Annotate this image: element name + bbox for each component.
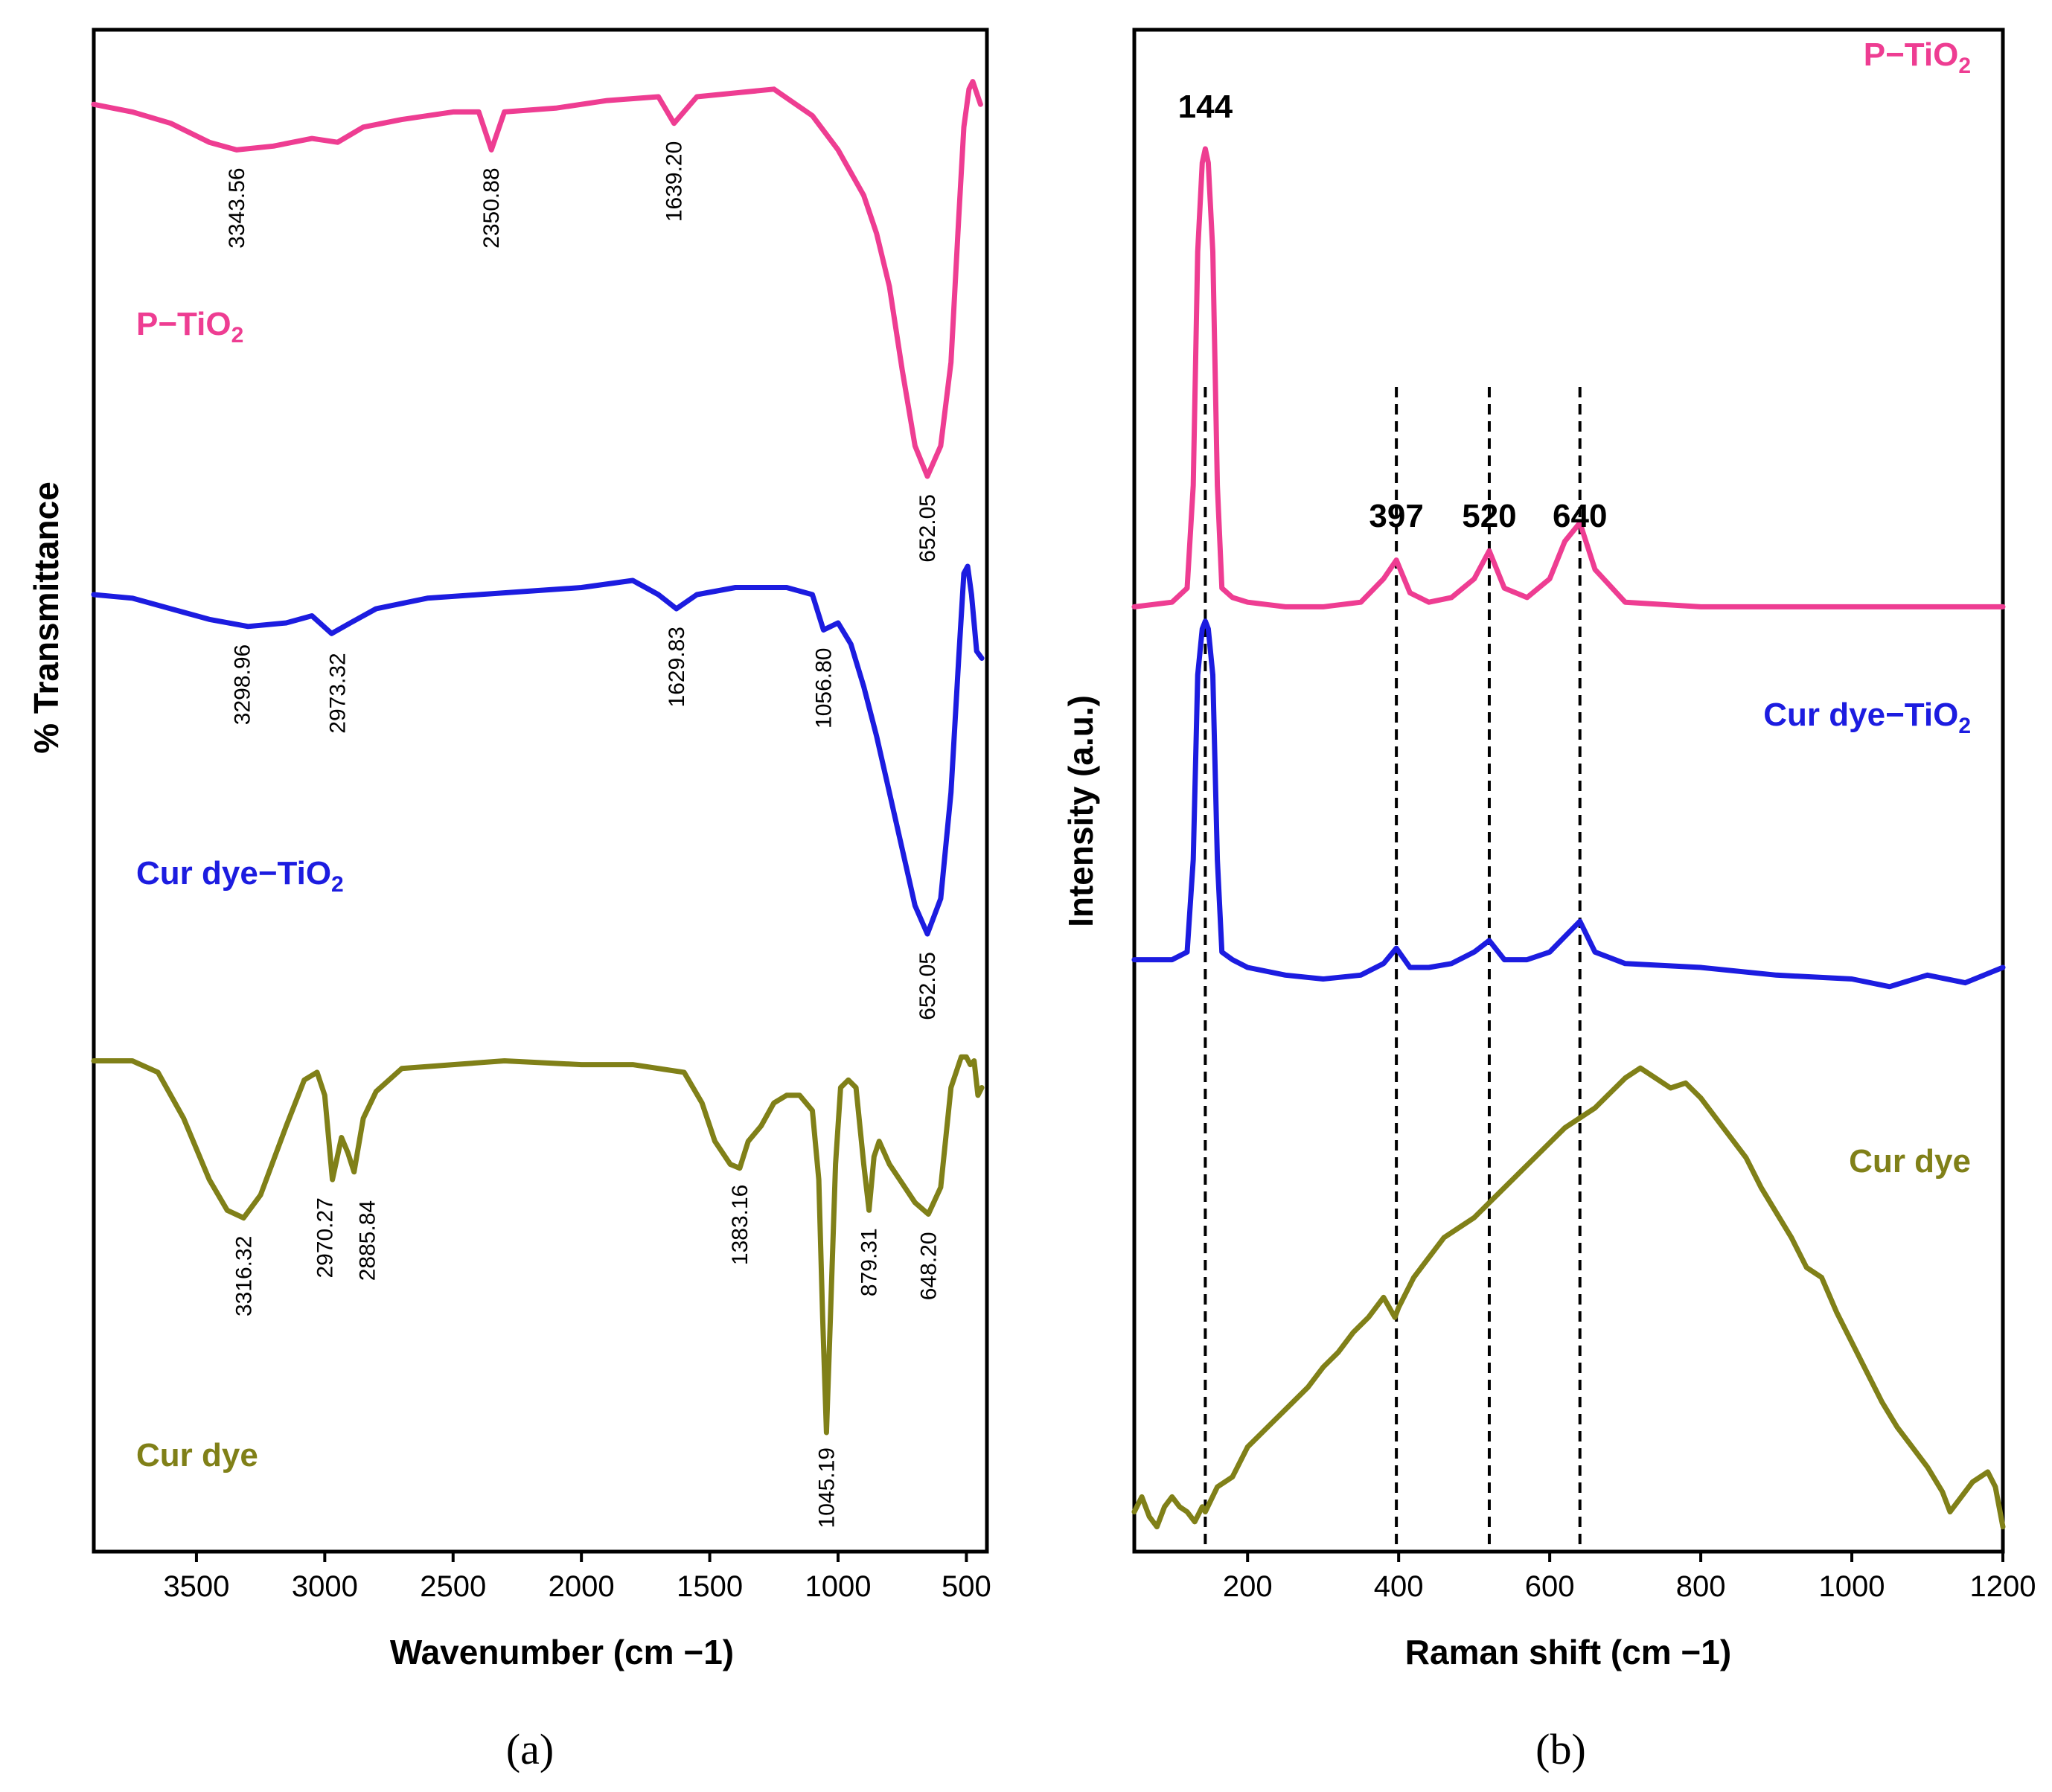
ftir-series-p-tio2 (91, 79, 983, 479)
ftir-legend-cur-dye: Cur dye (136, 1437, 258, 1473)
panel-a-caption: (a) (506, 1725, 554, 1773)
legend-main: P−TiO (136, 306, 231, 342)
ftir-series-cur-dye (91, 1054, 985, 1436)
raman-y-axis-title: Intensity (a.u.) (1061, 695, 1100, 927)
ftir-peak-label: 3316.32 (231, 1236, 256, 1316)
raman-series-cur-dye-tio2 (1131, 618, 2006, 990)
panel-b-caption: (b) (1535, 1725, 1586, 1773)
raman-x-tick-label: 1200 (1970, 1570, 2036, 1603)
ftir-peak-label: 1383.16 (728, 1185, 752, 1265)
ftir-series-cur-dye-tio2 (91, 563, 985, 937)
ftir-x-tick-label: 500 (942, 1570, 991, 1603)
ftir-peak-label: 2970.27 (313, 1197, 338, 1278)
raman-x-axis-title: Raman shift (cm −1) (1405, 1633, 1731, 1671)
ftir-peak-label: 652.05 (915, 494, 940, 563)
ftir-peak-labels: 3343.56 2350.88 1639.20 652.05 3298.96 2973.3… (225, 141, 941, 1529)
ftir-peak-label: 652.05 (915, 952, 940, 1020)
raman-x-tick-label: 400 (1374, 1570, 1424, 1603)
ftir-legend-cur-dye-tio2: Cur dye−TiO2 (136, 855, 344, 897)
raman-legend-cur-dye-tio2: Cur dye−TiO2 (1763, 697, 1971, 738)
raman-plot-frame (1132, 28, 2005, 1554)
raman-x-tick-label: 800 (1676, 1570, 1726, 1603)
ftir-peak-label: 1639.20 (662, 141, 687, 222)
legend-main: Cur dye (1849, 1143, 1971, 1180)
legend-subscript: 2 (231, 323, 244, 348)
raman-reference-lines (1204, 387, 1582, 1547)
legend-subscript: 2 (1958, 54, 1971, 78)
raman-x-ticks: 200 400 600 800 1000 1200 (1223, 1552, 2036, 1603)
ftir-x-tick-label: 2000 (549, 1570, 615, 1603)
ftir-peak-label: 1045.19 (814, 1447, 839, 1528)
ftir-x-tick-label: 1500 (677, 1570, 743, 1603)
raman-x-tick-label: 600 (1525, 1570, 1575, 1603)
ftir-peak-label: 2350.88 (479, 167, 504, 248)
legend-main: Cur dye (136, 1437, 258, 1473)
ftir-peak-label: 3298.96 (230, 644, 255, 725)
raman-legend-cur-dye: Cur dye (1849, 1143, 1971, 1180)
raman-peak-label: 520 (1462, 498, 1516, 534)
ftir-legend-p-tio2: P−TiO2 (136, 306, 243, 348)
ftir-plot-frame (92, 28, 989, 1554)
legend-subscript: 2 (1958, 714, 1971, 738)
ftir-x-tick-label: 3500 (163, 1570, 229, 1603)
ftir-peak-label: 879.31 (857, 1228, 882, 1296)
legend-subscript: 2 (331, 872, 344, 897)
ftir-peak-label: 1629.83 (665, 627, 689, 707)
ftir-peak-label: 648.20 (916, 1232, 941, 1300)
ftir-peak-label: 1056.80 (811, 648, 836, 729)
raman-series-group (1131, 146, 2006, 1530)
raman-series-cur-dye (1131, 1065, 2006, 1530)
raman-series-p-tio2 (1131, 146, 2006, 609)
ftir-peak-label: 3343.56 (225, 167, 249, 248)
legend-main: Cur dye−TiO (136, 855, 331, 892)
raman-legend-p-tio2: P−TiO2 (1864, 36, 1971, 78)
ftir-x-tick-label: 2500 (420, 1570, 486, 1603)
ftir-x-ticks: 3500 3000 2500 2000 1500 1000 500 (163, 1552, 991, 1603)
ftir-x-tick-label: 3000 (292, 1570, 358, 1603)
raman-peak-label: 144 (1178, 89, 1233, 125)
ftir-x-tick-label: 1000 (805, 1570, 872, 1603)
raman-x-tick-label: 200 (1223, 1570, 1273, 1603)
ftir-series-group (91, 79, 985, 1436)
raman-peak-labels: 144 397 520 640 (1178, 89, 1608, 534)
ftir-y-axis-title: % Transmittance (27, 481, 65, 754)
ftir-peak-label: 2885.84 (356, 1200, 380, 1281)
legend-main: P−TiO (1864, 36, 1959, 73)
raman-peak-label: 397 (1369, 498, 1423, 534)
legend-main: Cur dye−TiO (1763, 697, 1958, 733)
ftir-x-axis-title: Wavenumber (cm −1) (390, 1633, 734, 1671)
raman-x-tick-label: 1000 (1819, 1570, 1885, 1603)
raman-peak-label: 640 (1553, 498, 1607, 534)
ftir-peak-label: 2973.32 (326, 653, 351, 733)
ftir-panel: 3500 3000 2500 2000 1500 1000 500 3343.56 2350.… (27, 28, 991, 1773)
